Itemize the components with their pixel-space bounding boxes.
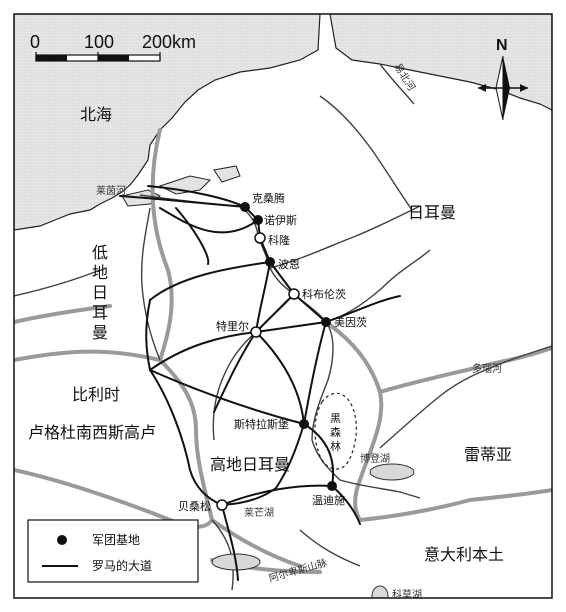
legend-legion-base-marker (57, 535, 67, 545)
label-lake-como: 科莫湖 (392, 588, 422, 601)
black-forest-area (314, 392, 357, 470)
city-xanten: 克桑腾 (252, 191, 285, 205)
region-germania-inferior-3: 日 (92, 283, 108, 302)
label-lake-constance: 博登湖 (360, 452, 390, 465)
map-border (13, 13, 553, 599)
lake-como-shape (371, 585, 389, 598)
region-germania: 日耳曼 (408, 203, 456, 222)
label-black-forest-1: 黑 (330, 412, 341, 425)
region-germania-superior: 高地日耳曼 (210, 455, 290, 474)
legion-base-marker (253, 215, 263, 225)
scale-bar: 0 100 200km (30, 32, 196, 62)
legend-box (27, 519, 199, 583)
legend-legion-base-label: 军团基地 (92, 533, 140, 547)
label-black-forest-3: 林 (330, 439, 341, 453)
city-neuss: 诺伊斯 (264, 214, 297, 227)
north-arrow: N (478, 37, 528, 121)
legion-base-marker (321, 317, 331, 327)
city-koblenz: 科布伦茨 (302, 287, 346, 301)
legend-road-label: 罗马的大道 (92, 558, 152, 573)
region-germania-inferior-2: 地 (92, 263, 108, 282)
baltic-sea-area (329, 14, 552, 111)
town-marker (254, 232, 266, 244)
roman-roads (119, 185, 401, 581)
legend: 军团基地 罗马的大道 (27, 519, 199, 583)
region-raetia: 雷蒂亚 (464, 445, 512, 464)
town-marker (216, 499, 228, 511)
city-besancon: 贝桑松 (178, 499, 211, 513)
region-germania-inferior-1: 低 (92, 243, 108, 262)
legion-base-marker (327, 481, 337, 491)
scale-tick-200: 200km (142, 32, 196, 52)
city-bonn: 波恩 (278, 258, 300, 271)
scale-tick-100: 100 (84, 32, 114, 52)
lake-constance-shape (369, 463, 415, 481)
region-germania-inferior-4: 耳 (92, 303, 108, 322)
city-trier: 特里尔 (216, 319, 249, 333)
region-north-sea: 北海 (80, 105, 112, 124)
city-cologne: 科隆 (268, 233, 290, 247)
region-belgica: 比利时 (72, 385, 120, 404)
region-germania-inferior-5: 曼 (92, 323, 108, 342)
towns (216, 232, 300, 511)
city-windisch: 温迪施 (312, 494, 345, 507)
scale-tick-0: 0 (30, 32, 40, 52)
city-strasbourg: 斯特拉斯堡 (234, 417, 289, 431)
city-mainz: 美因茨 (334, 315, 367, 329)
legion-base-marker (240, 202, 250, 212)
label-rhine: 莱茵河 (96, 185, 126, 197)
town-marker (288, 288, 300, 300)
north-sea-area (14, 14, 321, 231)
legion-base-marker (265, 257, 275, 267)
region-italia: 意大利本土 (424, 545, 504, 564)
region-gallia-lugdunensis: 卢格杜南西斯高卢 (28, 423, 156, 442)
label-danube: 多瑙河 (472, 362, 502, 375)
town-marker (250, 326, 262, 338)
north-arrow-label: N (496, 37, 508, 54)
legion-bases (240, 202, 337, 491)
label-black-forest-2: 森 (330, 425, 341, 439)
label-lake-neuchatel: 莱芒湖 (244, 506, 274, 519)
legion-base-marker (299, 419, 309, 429)
delta-island (213, 165, 241, 183)
